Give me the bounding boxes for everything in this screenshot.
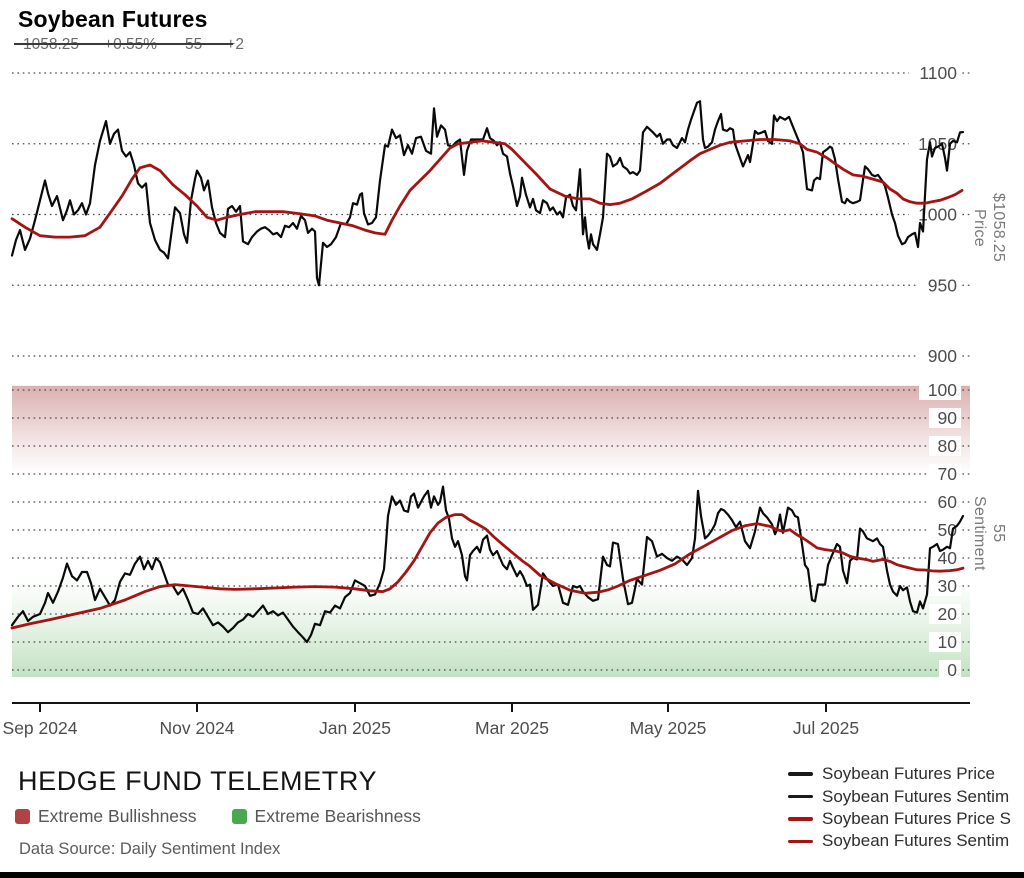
x-axis: Sep 2024 Nov 2024 Jan 2025 Mar 2025 May 2025… (3, 702, 970, 738)
sentiment-panel-tick-bg (939, 660, 961, 680)
legend-label-price-smoothed: Soybean Futures Price S (822, 808, 1011, 828)
extreme-bearishness-label: Extreme Bearishness (254, 806, 421, 826)
sentiment-panel-tick-label: 30 (938, 576, 958, 596)
sentiment-panel-tick-bg (929, 604, 961, 624)
sentiment-panel-tick-label: 90 (938, 408, 958, 428)
price-panel-tick-bg (919, 275, 961, 296)
price-panel-tick-bg (909, 63, 961, 83)
sentiment-value: 55 (185, 36, 202, 54)
price-panel-tick-label: 900 (928, 346, 957, 366)
price-line-swatch (788, 772, 813, 776)
x-axis-tick-label: Sep 2024 (3, 718, 78, 738)
series-soybean-futures-sentiment (10, 485, 965, 644)
sentiment-panel-tick-bg (929, 436, 961, 456)
legend-item-sentiment: Soybean Futures Sentim (788, 785, 1024, 807)
price-panel-tick-bg (919, 346, 961, 366)
sentiment-axis-title: Sentiment 55 (969, 458, 1007, 608)
sentiment-panel-tick-label: 10 (938, 632, 958, 652)
sentiment-panel-tick-label: 60 (938, 492, 958, 512)
legend-label-sentiment-smoothed: Soybean Futures Sentim (822, 831, 1010, 851)
series-soybean-futures-sentiment-smoothed (10, 513, 965, 630)
extreme-bullishness-label: Extreme Bullishness (38, 806, 197, 826)
sentiment-panel-tick-bg (929, 632, 961, 652)
change-percent-value: +0.55% (104, 36, 157, 54)
price-panel-tick-label: 950 (928, 275, 957, 295)
price-axis-label: Price (970, 209, 988, 247)
bottom-border-bar (0, 872, 1024, 878)
price-panel-tick-bg (909, 204, 961, 225)
price-axis-last-value: $1058.25 (989, 193, 1007, 263)
x-axis-tick-label: Nov 2024 (160, 718, 235, 738)
x-axis-tick-label: May 2025 (630, 718, 707, 738)
sentiment-panel-tick-bg (929, 408, 961, 428)
extreme-bearishness-swatch (231, 809, 247, 824)
series-soybean-futures-price (10, 100, 965, 287)
price-panel-tick-label: 1100 (919, 63, 957, 83)
sentiment-panel-tick-label: 50 (938, 520, 958, 540)
quote-summary-strike-line (14, 43, 233, 45)
sentiment-panel-tick-bg (929, 576, 961, 596)
legend-label-sentiment: Soybean Futures Sentim (822, 786, 1010, 806)
series-legend: Soybean Futures Price Soybean Futures Se… (788, 763, 1024, 853)
x-axis-tick-label: Mar 2025 (475, 718, 549, 738)
legend-label-price: Soybean Futures Price (822, 764, 995, 784)
sentiment-smoothed-line-swatch (788, 839, 813, 844)
sentiment-panel-tick-label: 70 (938, 464, 958, 484)
price-axis-title: Price $1058.25 (969, 168, 1007, 288)
price-smoothed-line-swatch (788, 817, 813, 821)
legend-item-sentiment-smoothed: Soybean Futures Sentim (788, 830, 1024, 852)
x-axis-tick-label: Jan 2025 (319, 718, 391, 738)
legend-item-price-smoothed: Soybean Futures Price S (788, 808, 1024, 830)
quote-summary: 1058.25 +0.55% 55 +2 (23, 36, 323, 54)
sentiment-panel-tick-bg (929, 548, 961, 568)
sentiment-panel-tick-label: 20 (938, 604, 958, 624)
sentiment-panel-tick-bg (929, 464, 961, 484)
sentiment-line-swatch (788, 794, 813, 799)
extreme-bullishness-zone (12, 385, 970, 474)
sentiment-axis-last-value: 55 (989, 523, 1007, 543)
data-source-note: Data Source: Daily Sentiment Index (19, 840, 281, 858)
sentiment-panel-tick-label: 80 (938, 436, 958, 456)
sentiment-panel-tick-label: 0 (947, 660, 957, 680)
last-price-value: 1058.25 (23, 36, 79, 54)
price-panel-tick-bg (909, 133, 961, 154)
x-axis-tick-label: Jul 2025 (793, 718, 859, 738)
extreme-bearishness-zone (12, 580, 970, 677)
series-soybean-futures-price-smoothed (10, 138, 964, 239)
price-panel-tick-label: 1000 (918, 205, 957, 225)
page-title: Soybean Futures (18, 6, 208, 32)
sentiment-axis-label: Sentiment (970, 495, 988, 571)
sentiment-panel-tick-label: 100 (928, 380, 957, 400)
sentiment-panel-tick-label: 40 (938, 548, 958, 568)
extreme-bullishness-swatch (15, 809, 30, 824)
sentiment-panel-tick-bg (919, 380, 961, 400)
sentiment-change-value: +2 (226, 36, 244, 53)
brand-title: HEDGE FUND TELEMETRY (18, 766, 378, 796)
legend-item-price: Soybean Futures Price (788, 763, 1024, 785)
sentiment-panel-tick-bg (929, 492, 961, 512)
zone-legend: Extreme Bullishness Extreme Bearishness (15, 806, 456, 827)
